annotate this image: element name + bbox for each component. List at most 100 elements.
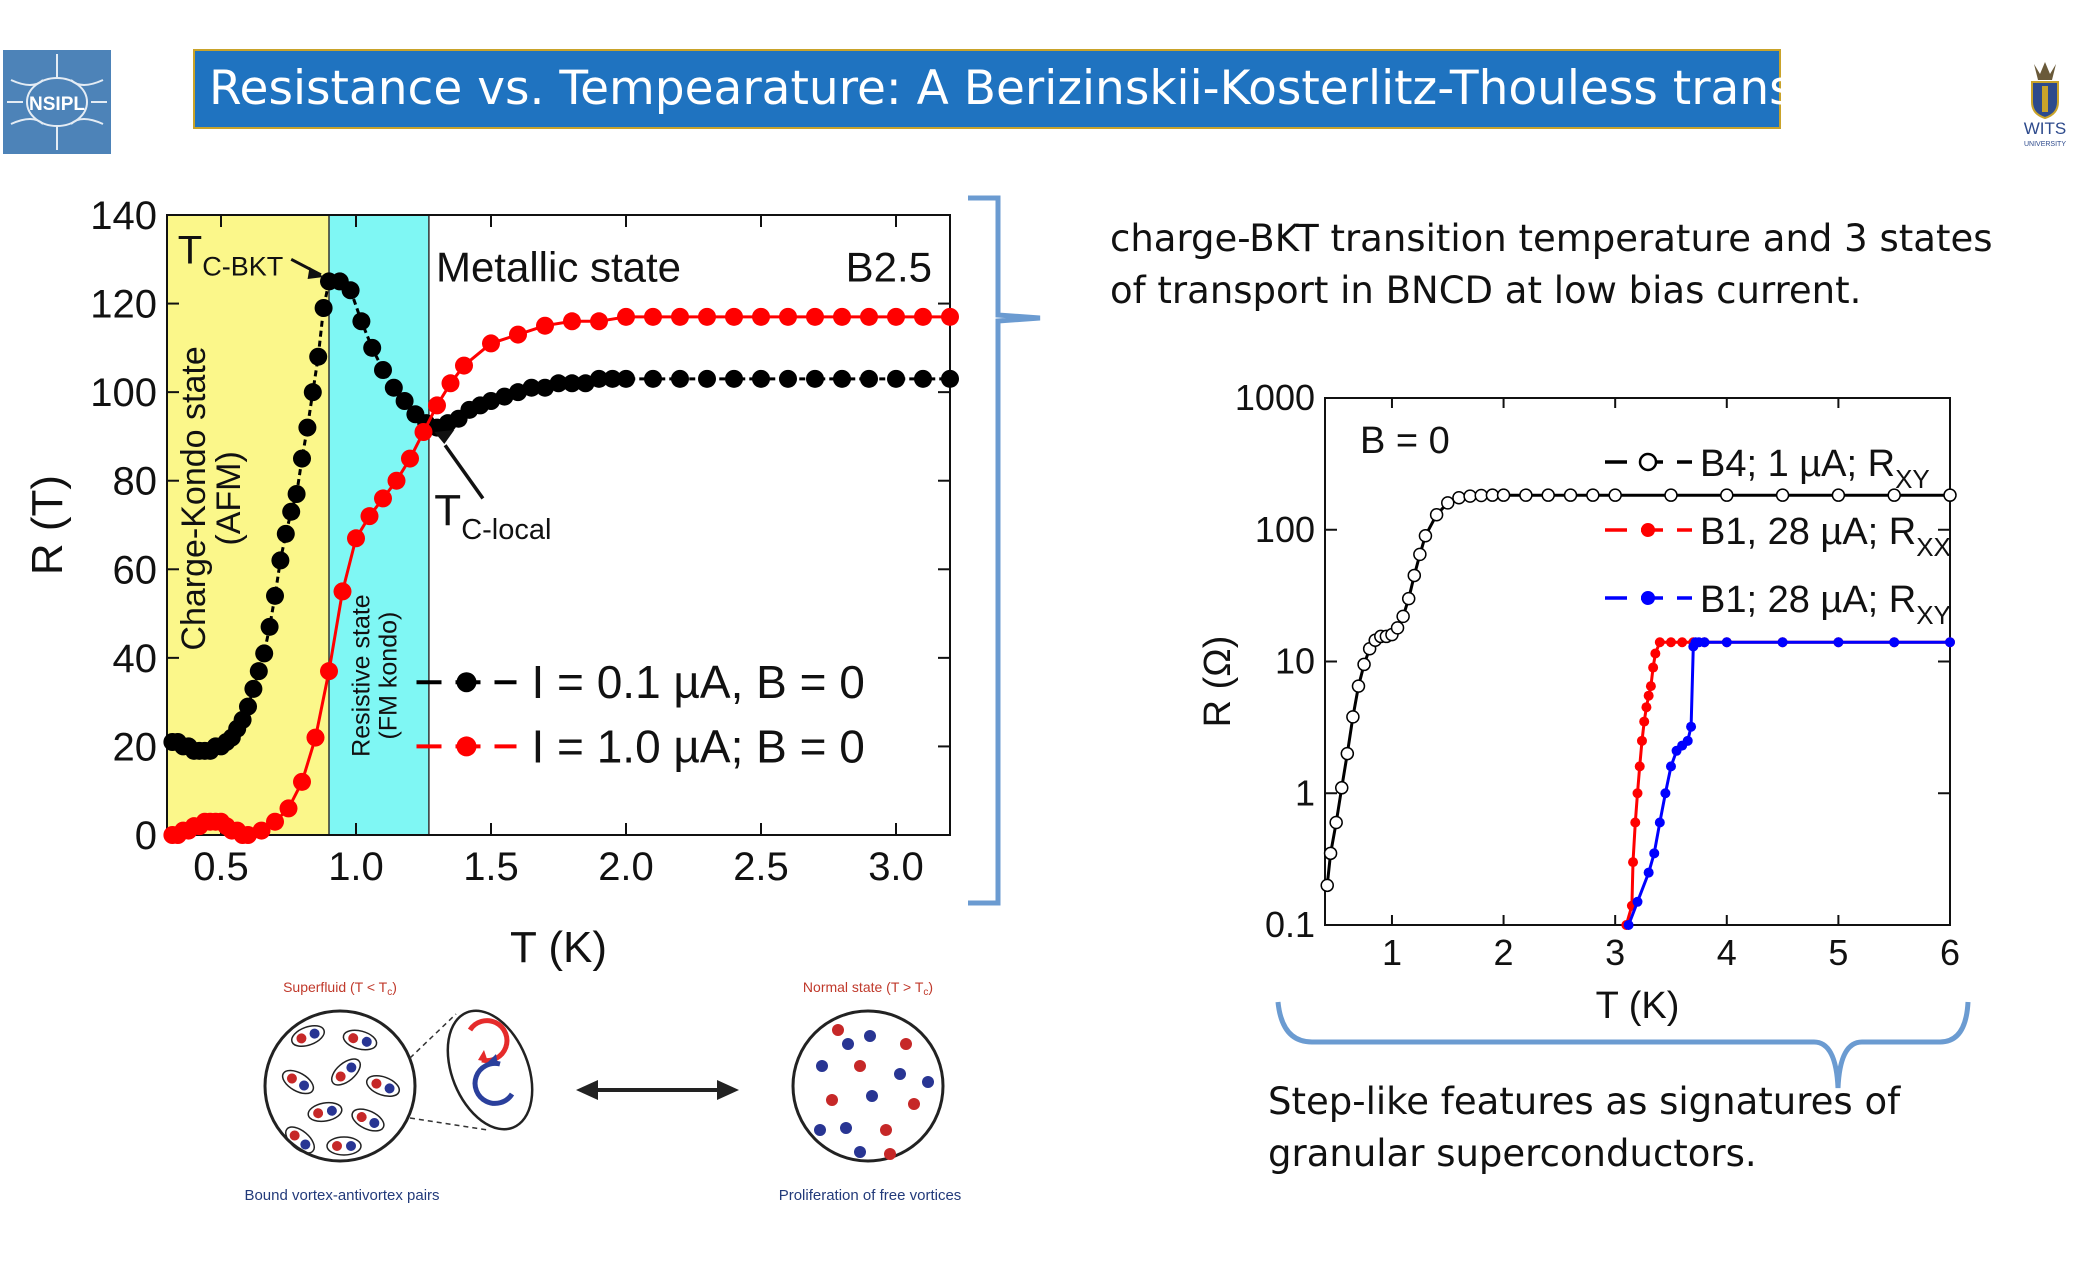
x-tick-label: 0.5 [193,845,249,889]
data-point [1682,735,1693,746]
data-point [266,812,284,831]
vortex-dot [286,1073,297,1084]
slide-title: Resistance vs. Tempearature: A Berizinsk… [193,49,1921,129]
x-tick-label: 6 [1940,932,1960,973]
data-point [252,821,271,840]
antivortex-dot [384,1083,395,1094]
data-point [1831,488,1846,502]
data-point [549,374,568,393]
data-point [1887,488,1901,502]
y-tick-label: 100 [1255,509,1315,550]
data-point [428,396,446,415]
data-point [1833,637,1844,648]
data-point [1643,690,1654,701]
data-point [293,449,311,468]
data-point [914,307,932,326]
data-point [1541,488,1555,502]
data-point [303,383,322,402]
vortex-pair [281,1069,315,1095]
data-point [1630,817,1641,828]
data-point [1889,637,1900,648]
vortex-dot [335,1071,346,1082]
vortex-pair [290,1024,326,1048]
data-point [1649,848,1660,859]
data-point [1720,488,1734,502]
data-point [509,325,527,344]
antivortex-dot [361,1036,372,1047]
free-vortex-dot [854,1146,866,1158]
legend-marker-1 [456,736,477,757]
bound-pairs-caption: Bound vortex-antivortex pairs [244,1187,439,1204]
caption-step-features: Step-like features as signatures of gran… [1268,1080,1901,1175]
data-point [1645,681,1656,692]
legend-label-2: B1; 28 µA; RXY [1700,579,1951,630]
data-point [914,369,932,388]
vortex-pair [365,1074,401,1098]
data-point [617,369,635,388]
data-point [644,307,662,326]
data-point [1413,547,1427,562]
tc-bkt-main: T [178,229,202,273]
data-point [536,378,554,397]
vortex-pair [351,1108,385,1132]
antivortex-dot [299,1080,310,1091]
data-point [1463,489,1477,503]
pair-outline [307,1101,343,1123]
antivortex-dot [369,1117,380,1128]
data-point [1452,490,1466,505]
data-point [1586,488,1600,502]
data-point [576,374,595,393]
data-point [1429,507,1444,522]
data-point [590,369,608,388]
data-point [833,369,851,388]
y-tick-label: 60 [113,548,158,592]
plot-frame [166,214,951,836]
data-point [352,312,371,331]
vortex-pair [326,1136,362,1156]
antivortex-dot [326,1105,337,1116]
metallic-state-label: Metallic state [436,243,681,290]
tc-local-sub: C-local [461,514,551,546]
y-tick-label: 0 [135,814,157,858]
data-point [1639,716,1650,727]
state-region-0 [167,215,329,835]
normal-state-title: Normal state (T > T [803,979,924,995]
data-point [1775,488,1790,502]
vortex-dot [289,1130,300,1141]
field-annotation: B = 0 [1360,420,1450,462]
data-point [1721,637,1732,648]
data-point [333,582,352,601]
data-point [1665,637,1676,648]
free-vortex-dot [864,1030,876,1042]
data-point [617,307,635,326]
nsipl-logo-text: NSIPL [29,94,85,115]
data-point [1648,662,1659,673]
y-tick-label: 140 [90,194,157,238]
y-tick-label: 80 [113,460,158,504]
data-point [347,529,365,548]
y-tick-label: 1000 [1235,377,1315,418]
data-point [1323,846,1338,861]
state-region-1 [329,215,429,835]
free-vortex-dot [814,1124,826,1136]
vortex-pair-zoom [446,1009,534,1131]
data-point [671,307,689,326]
x-tick-label: 4 [1717,932,1737,973]
nsipl-logo: NSIPL [3,50,111,154]
data-point [1632,788,1643,799]
data-point [1677,637,1688,648]
data-point [309,347,328,366]
data-point [298,418,317,437]
region-label-fm-sub: (FM kondo) [375,612,403,740]
data-point [266,586,284,605]
x-tick-label: 1.0 [328,845,384,889]
data-point [536,316,554,335]
free-vortices-caption: Proliferation of free vortices [779,1187,962,1204]
bracket-chart1 [968,195,1041,906]
data-point [941,369,959,388]
legend-label-1: I = 1.0 µA; B = 0 [532,720,865,772]
free-vortex-dot [894,1068,906,1080]
data-point [698,369,716,388]
wits-logo: WITS UNIVERSITY [2016,58,2074,150]
